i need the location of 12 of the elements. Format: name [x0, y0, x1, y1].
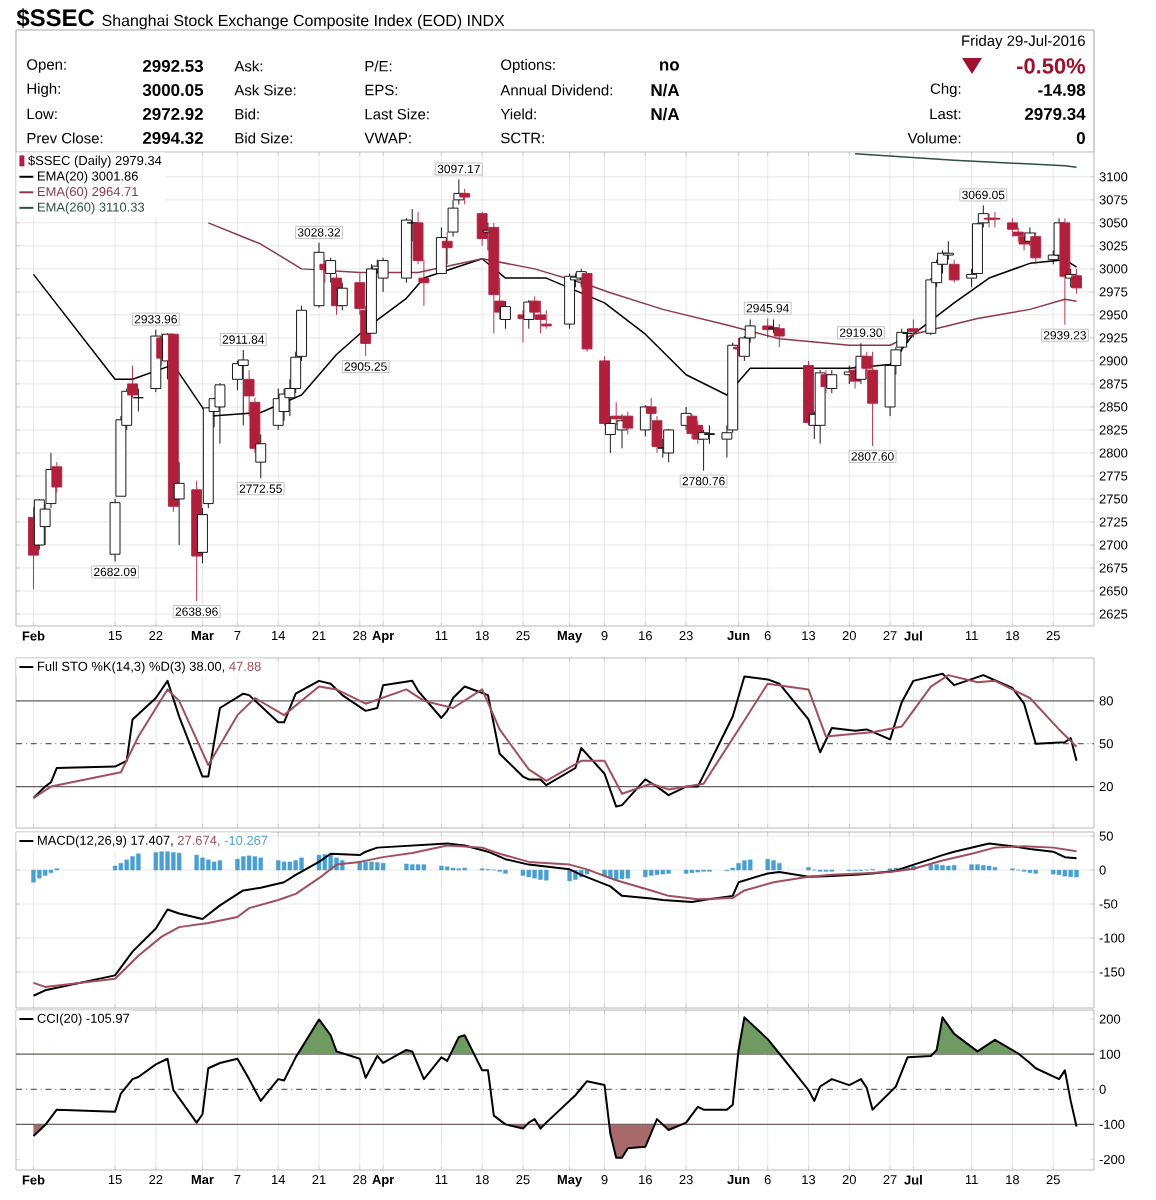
text: 3000.05 [142, 83, 204, 96]
text: 2992.53 [142, 59, 203, 72]
text: 2972.92 [142, 108, 203, 120]
text: N/A [651, 107, 680, 121]
text: 2979.34 [1024, 107, 1086, 120]
text: N/A [651, 83, 680, 97]
text: -0.50% [1017, 58, 1086, 74]
text: no [660, 61, 679, 71]
text: -14.98 [1038, 84, 1086, 96]
text: 0 [1076, 132, 1085, 144]
text: 2994.32 [142, 131, 203, 144]
text: $SSEC [16, 8, 95, 28]
